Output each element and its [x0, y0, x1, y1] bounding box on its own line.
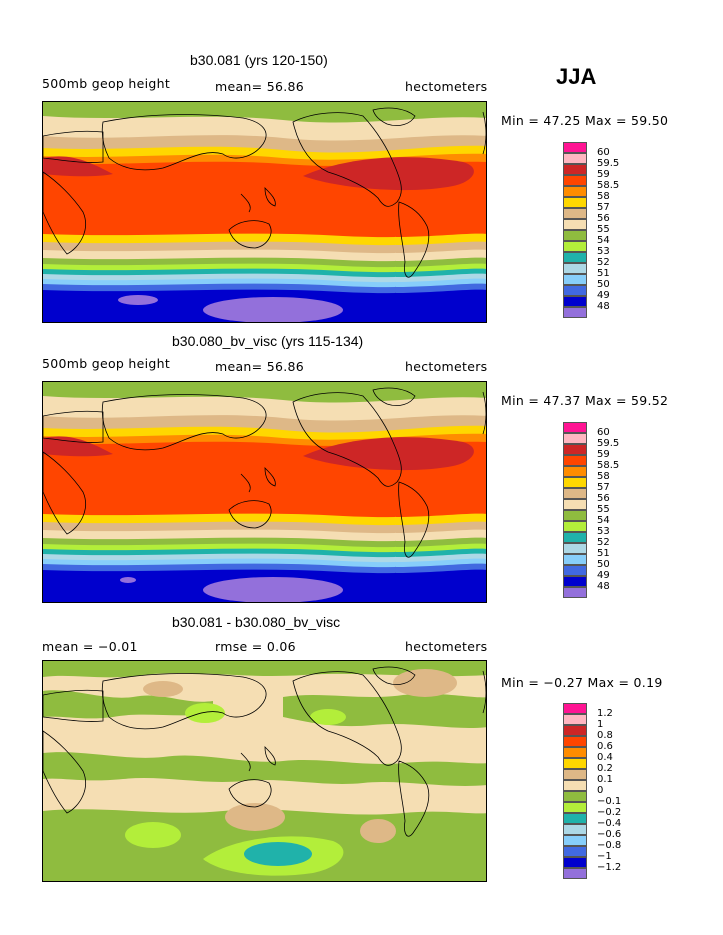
panel3-colorbar-label: 0.1: [597, 774, 613, 785]
panel2-colorbar-label: 55: [597, 504, 610, 515]
panel2-colorbar-label: 48: [597, 581, 610, 592]
panel2-colorbar-label: 53: [597, 526, 610, 537]
panel2-map: [42, 381, 487, 603]
panel3-colorbar-label: −0.8: [597, 840, 622, 851]
panel3-colorbar-label: −0.2: [597, 807, 622, 818]
season-label: JJA: [556, 64, 597, 89]
panel3-minmax: Min = −0.27 Max = 0.19: [501, 675, 663, 690]
panel2-units-label: hectometers: [405, 359, 488, 374]
panel3-colorbar-label: −1.2: [597, 862, 622, 873]
panel1-colorbar-label: 58.5: [597, 180, 620, 191]
panel1-colorbar-label: 48: [597, 301, 610, 312]
panel3-mean-label: mean = −0.01: [42, 639, 138, 654]
panel2-colorbar-label: 49: [597, 570, 610, 581]
panel1-variable-label: 500mb geop height: [42, 76, 171, 91]
panel1-colorbar-label: 50: [597, 279, 610, 290]
panel1-title: b30.081 (yrs 120-150): [190, 52, 328, 68]
panel3-units-label: hectometers: [405, 639, 488, 654]
panel1-contour-plot: [43, 102, 486, 322]
panel2-colorbar-label: 56: [597, 493, 610, 504]
panel1-colorbar-label: 49: [597, 290, 610, 301]
panel2-contour-plot: [43, 382, 486, 602]
panel2-colorbar-label: 54: [597, 515, 610, 526]
panel3-colorbar-label: −0.6: [597, 829, 622, 840]
panel2-colorbar-label: 58.5: [597, 460, 620, 471]
panel2-title: b30.080_bv_visc (yrs 115-134): [172, 333, 364, 349]
panel1-colorbar-label: 57: [597, 202, 610, 213]
panel2-colorbar-label: 59: [597, 449, 610, 460]
panel2-minmax: Min = 47.37 Max = 59.52: [501, 393, 669, 408]
panel3-colorbar-label: 1.2: [597, 708, 613, 719]
panel1-colorbar-label: 60: [597, 147, 610, 158]
panel1-colorbar-label: 53: [597, 246, 610, 257]
panel1-map: [42, 101, 487, 323]
panel1-colorbar-label: 51: [597, 268, 610, 279]
panel1-minmax: Min = 47.25 Max = 59.50: [501, 113, 669, 128]
panel2-colorbar-label: 59.5: [597, 438, 620, 449]
panel1-colorbar: [563, 142, 587, 318]
panel3-colorbar-label: 0.6: [597, 741, 613, 752]
panel3-colorbar-label: 0.4: [597, 752, 613, 763]
panel1-colorbar-label: 54: [597, 235, 610, 246]
panel1-units-label: hectometers: [405, 79, 488, 94]
panel2-mean-label: mean= 56.86: [215, 359, 304, 374]
panel2-colorbar-label: 58: [597, 471, 610, 482]
panel3-colorbar-label: −1: [597, 851, 612, 862]
panel1-colorbar-label: 55: [597, 224, 610, 235]
panel1-colorbar-label: 56: [597, 213, 610, 224]
panel1-mean-label: mean= 56.86: [215, 79, 304, 94]
panel2-colorbar-label: 52: [597, 537, 610, 548]
panel1-colorbar-label: 52: [597, 257, 610, 268]
panel3-contour-plot: [43, 661, 486, 881]
panel3-map: [42, 660, 487, 882]
panel3-colorbar-label: 0.8: [597, 730, 613, 741]
panel1-colorbar-label: 59.5: [597, 158, 620, 169]
panel3-rmse-label: rmse = 0.06: [215, 639, 296, 654]
panel1-colorbar-label: 59: [597, 169, 610, 180]
panel3-colorbar-label: −0.4: [597, 818, 622, 829]
panel3-colorbar: [563, 703, 587, 879]
panel3-title: b30.081 - b30.080_bv_visc: [172, 614, 341, 630]
panel2-variable-label: 500mb geop height: [42, 356, 171, 371]
panel1-colorbar-label: 58: [597, 191, 610, 202]
panel2-colorbar-label: 60: [597, 427, 610, 438]
panel3-colorbar-label: 0.2: [597, 763, 613, 774]
panel2-colorbar-label: 50: [597, 559, 610, 570]
panel2-colorbar-label: 57: [597, 482, 610, 493]
panel3-colorbar-label: 0: [597, 785, 604, 796]
panel2-colorbar: [563, 422, 587, 598]
panel3-colorbar-label: 1: [597, 719, 604, 730]
panel2-colorbar-label: 51: [597, 548, 610, 559]
panel3-colorbar-label: −0.1: [597, 796, 622, 807]
